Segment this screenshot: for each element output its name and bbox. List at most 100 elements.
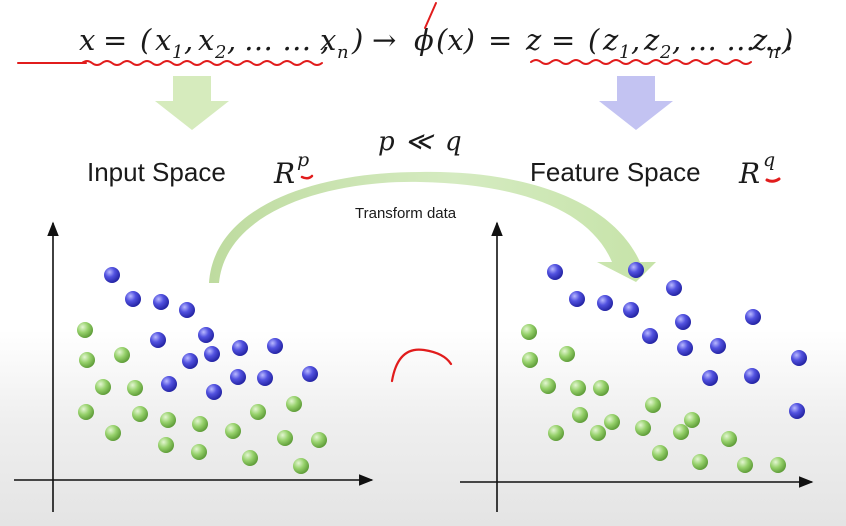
feature-space-math-sup: q — [763, 149, 775, 171]
eq-lparen-2: ( — [588, 23, 600, 57]
input-blue-point-1 — [104, 267, 120, 283]
feature-blue-point-6 — [623, 302, 639, 318]
feature-blue-point-12 — [791, 350, 807, 366]
eq-dots-2: … … … — [688, 23, 793, 57]
feature-green-point-19 — [770, 457, 786, 473]
feature-blue-point-13 — [702, 370, 718, 386]
annotation-arc — [390, 348, 453, 383]
eq-phi: ϕ — [414, 23, 434, 57]
eq-comma-1: , — [184, 23, 193, 57]
feature-green-point-13 — [590, 425, 606, 441]
eq-z1-base: z — [602, 23, 619, 57]
feature-green-point-17 — [692, 454, 708, 470]
eq-equals-3: = — [551, 23, 575, 57]
input-green-point-5 — [127, 380, 143, 396]
input-green-point-6 — [78, 404, 94, 420]
input-blue-point-3 — [153, 294, 169, 310]
red-annotations — [17, 2, 781, 383]
input-green-point-15 — [311, 432, 327, 448]
eq-lparen-1: ( — [140, 23, 152, 57]
input-green-point-9 — [160, 412, 176, 428]
equation: x = ( x 1 , x 2 , … … , x n ) → ϕ (x) = … — [79, 23, 793, 63]
annotation-phi-tick — [424, 2, 437, 29]
input-green-point-2 — [79, 352, 95, 368]
annotation-mark-p — [300, 174, 314, 180]
feature-blue-point-3 — [666, 280, 682, 296]
feature-green-point-16 — [652, 445, 668, 461]
feature-green-point-14 — [684, 412, 700, 428]
feature-blue-point-7 — [745, 309, 761, 325]
feature-blue-point-11 — [710, 338, 726, 354]
feature-blue-point-15 — [789, 403, 805, 419]
input-blue-point-14 — [257, 370, 273, 386]
feature-down-arrow — [599, 76, 673, 130]
feature-blue-point-1 — [547, 264, 563, 280]
relation-rhs: q — [445, 127, 462, 157]
input-green-point-16 — [158, 437, 174, 453]
annotation-squiggle-x — [81, 60, 323, 66]
transform-data-label: Transform data — [355, 205, 457, 222]
eq-z: z — [525, 23, 542, 57]
feature-green-point-4 — [540, 378, 556, 394]
input-blue-point-2 — [125, 291, 141, 307]
eq-rparen-2: ) — [781, 23, 793, 57]
input-green-point-19 — [293, 458, 309, 474]
input-blue-point-12 — [206, 384, 222, 400]
feature-green-point-7 — [572, 407, 588, 423]
feature-blue-point-10 — [677, 340, 693, 356]
feature-blue-point-9 — [642, 328, 658, 344]
input-blue-point-6 — [150, 332, 166, 348]
input-green-point-11 — [250, 404, 266, 420]
input-green-point-12 — [286, 396, 302, 412]
feature-green-point-9 — [604, 414, 620, 430]
annotation-squiggle-z — [530, 59, 752, 65]
feature-space-points — [521, 262, 807, 473]
eq-dots-1: … … , — [244, 23, 330, 57]
eq-z2-sub: 2 — [659, 42, 671, 63]
eq-comma-3: , — [631, 23, 640, 57]
input-green-point-14 — [277, 430, 293, 446]
feature-space-label: Feature Space — [530, 157, 701, 187]
eq-equals-1: = — [103, 23, 127, 57]
input-blue-point-11 — [161, 376, 177, 392]
eq-x1-sub: 1 — [172, 42, 183, 63]
eq-x1-base: x — [155, 23, 171, 57]
eq-arrow: → — [372, 23, 396, 57]
input-green-point-13 — [225, 423, 241, 439]
feature-green-point-2 — [522, 352, 538, 368]
annotation-mark-q — [765, 177, 781, 183]
eq-z1-sub: 1 — [619, 42, 630, 63]
input-blue-point-13 — [230, 369, 246, 385]
feature-blue-point-2 — [628, 262, 644, 278]
input-green-point-8 — [132, 406, 148, 422]
input-blue-point-8 — [267, 338, 283, 354]
input-blue-point-9 — [204, 346, 220, 362]
eq-xn-sub: n — [337, 42, 349, 63]
right-axes — [460, 221, 814, 512]
input-space-math-base: R — [273, 157, 295, 190]
relation-op: ≪ — [405, 127, 435, 157]
transform-curved-arrow — [209, 171, 656, 283]
feature-green-point-15 — [721, 431, 737, 447]
feature-blue-point-4 — [569, 291, 585, 307]
eq-rparen-1: ) — [351, 23, 363, 57]
input-down-arrow — [155, 76, 229, 130]
input-space-points — [77, 267, 327, 474]
feature-green-point-1 — [521, 324, 537, 340]
input-space-math-sup: p — [297, 149, 309, 171]
feature-space-math-base: R — [738, 157, 760, 190]
feature-green-point-12 — [548, 425, 564, 441]
input-green-point-7 — [105, 425, 121, 441]
relation-lhs: p — [378, 127, 395, 157]
feature-blue-point-14 — [744, 368, 760, 384]
eq-phi-arg: (x) — [436, 23, 475, 57]
input-green-point-18 — [242, 450, 258, 466]
input-blue-point-5 — [198, 327, 214, 343]
eq-z2-base: z — [643, 23, 660, 57]
eq-comma-4: , — [672, 23, 681, 57]
input-space-label: Input Space — [87, 157, 226, 187]
eq-x: x — [79, 23, 95, 57]
eq-comma-2: , — [227, 23, 236, 57]
